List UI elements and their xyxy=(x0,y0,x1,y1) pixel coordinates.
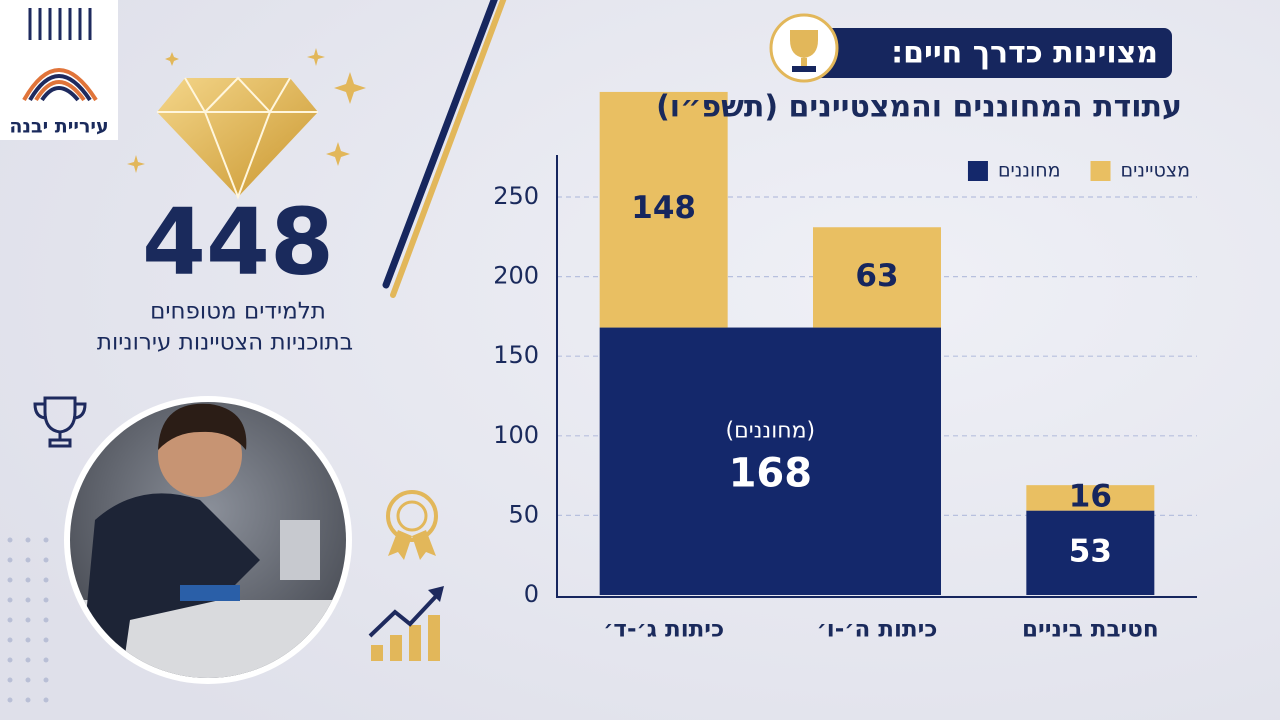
highlight-caption: בתוכניות הצטיינות עירוניות xyxy=(97,330,353,356)
x-tick-label: כיתות ה׳-ו׳ xyxy=(817,617,938,643)
bar-segment xyxy=(599,327,941,595)
y-tick-label: 200 xyxy=(493,262,539,290)
legend-swatch xyxy=(1090,161,1111,181)
student-photo xyxy=(64,396,352,684)
value-label: 168 xyxy=(729,450,813,496)
y-tick-label: 100 xyxy=(493,421,539,449)
diamond-icon xyxy=(127,48,366,200)
x-tick-label: חטיבת ביניים xyxy=(1022,617,1159,643)
legend-label: מחוננים xyxy=(998,160,1061,182)
growth-icon xyxy=(368,586,444,661)
decor-dots xyxy=(7,537,49,703)
trophy-icon xyxy=(33,396,87,448)
title-banner xyxy=(769,13,1172,83)
logo: עיריית יבנה xyxy=(0,0,118,140)
bar-segment xyxy=(599,91,728,328)
y-tick-label: 250 xyxy=(493,182,539,210)
chart: 0 50 100 150 200 250 כיתות ג׳-ד׳ כיתות ה׳-ו׳ חטי… xyxy=(493,91,1197,643)
value-label: 53 xyxy=(1069,533,1112,569)
legend-label: מצטיינים xyxy=(1121,160,1190,182)
logo-text: עיריית יבנה xyxy=(9,116,108,138)
y-tick-label: 0 xyxy=(524,580,539,608)
y-tick-label: 50 xyxy=(508,500,539,528)
highlight-caption: תלמידים מטופחים xyxy=(150,299,326,325)
annotation: (מחוננים) xyxy=(726,418,816,443)
y-tick-label: 150 xyxy=(493,341,539,369)
value-label: 148 xyxy=(631,190,696,226)
legend-swatch xyxy=(967,161,988,181)
chart-subtitle: עתודת המחוננים והמצטיינים (תשפ״ו) xyxy=(656,90,1182,125)
decor-stripe xyxy=(382,0,498,289)
medal-icon xyxy=(386,490,438,560)
bar-segment xyxy=(1026,510,1155,595)
bar-segment xyxy=(813,227,941,328)
chart-title: מצוינות כדרך חיים: xyxy=(891,36,1158,71)
bar-segment xyxy=(1026,485,1155,511)
value-label: 63 xyxy=(855,258,898,294)
value-label: 16 xyxy=(1069,478,1112,514)
highlight-number: 448 xyxy=(142,188,334,295)
x-tick-label: כיתות ג׳-ד׳ xyxy=(603,617,724,643)
decor-stripe xyxy=(390,0,507,298)
